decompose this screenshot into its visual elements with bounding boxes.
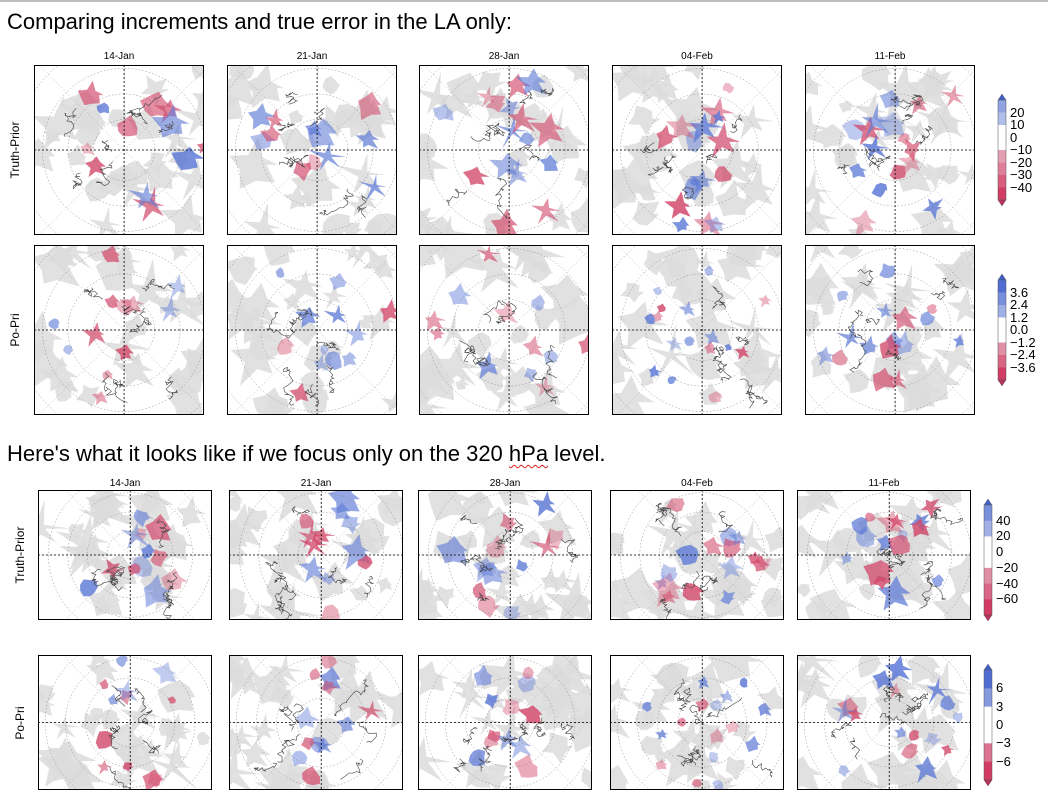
colorbar-tick-label: 6 bbox=[996, 680, 1004, 696]
polar-map-plot bbox=[34, 245, 204, 415]
polar-map-plot bbox=[227, 245, 397, 415]
polar-map-plot bbox=[419, 245, 589, 415]
column-date-title: 21-Jan bbox=[300, 478, 332, 489]
map-panel bbox=[227, 65, 397, 235]
column-date-title: 11-Feb bbox=[874, 51, 906, 62]
colorbar-0-0 bbox=[996, 93, 1008, 212]
colorbar-tick-label: 0 bbox=[996, 717, 1004, 732]
colorbar-tick-label: −3 bbox=[996, 735, 1011, 751]
polar-map-plot bbox=[612, 65, 782, 235]
map-panel bbox=[805, 65, 975, 235]
colorbar-tick-label: −2.4 bbox=[1010, 347, 1036, 362]
colorbar-1-1 bbox=[982, 663, 994, 792]
heading-320hpa-unit: hPa bbox=[508, 441, 549, 466]
map-panel bbox=[797, 490, 971, 620]
polar-map-plot bbox=[38, 655, 212, 790]
colorbar-tick-label: −20 bbox=[996, 559, 1019, 575]
colorbar-tick-label: 3.6 bbox=[1010, 284, 1029, 300]
row-label-truth-prior: Truth-Prior bbox=[13, 526, 27, 584]
polar-map-plot bbox=[610, 490, 784, 620]
colorbar-tick-label: −60 bbox=[996, 591, 1019, 607]
colorbar-tick-label: 2.4 bbox=[1010, 297, 1029, 312]
map-panel bbox=[612, 65, 782, 235]
polar-map-plot bbox=[797, 655, 971, 790]
colorbar-0-0-bar bbox=[997, 93, 1007, 207]
map-panel bbox=[34, 245, 204, 415]
column-date-title: 04-Feb bbox=[681, 478, 713, 489]
column-date-title: 28-Jan bbox=[489, 478, 521, 489]
heading-320hpa-post: level. bbox=[548, 441, 606, 466]
polar-map-plot bbox=[610, 655, 784, 790]
polar-map-plot bbox=[227, 65, 397, 235]
map-panel bbox=[229, 655, 403, 790]
top-divider bbox=[0, 0, 1048, 2]
polar-map-plot bbox=[418, 490, 592, 620]
polar-map-plot bbox=[805, 65, 975, 235]
column-date-title: 04-Feb bbox=[681, 51, 713, 62]
colorbar-tick-label: −40 bbox=[996, 575, 1019, 591]
colorbar-tick-label: −30 bbox=[1010, 167, 1033, 182]
map-panel bbox=[610, 490, 784, 620]
map-panel bbox=[418, 655, 592, 790]
colorbar-tick-label: 20 bbox=[996, 528, 1011, 544]
polar-map-plot bbox=[797, 490, 971, 620]
colorbar-tick-label: −20 bbox=[1010, 154, 1033, 170]
map-panel bbox=[419, 65, 589, 235]
column-date-title: 14-Jan bbox=[109, 478, 141, 489]
column-date-title: 21-Jan bbox=[296, 51, 328, 62]
polar-map-plot bbox=[38, 490, 212, 620]
map-panel bbox=[38, 490, 212, 620]
colorbar-tick-label: 40 bbox=[996, 512, 1011, 528]
polar-map-plot bbox=[229, 490, 403, 620]
polar-map-plot bbox=[419, 65, 589, 235]
row-label-truth-prior: Truth-Prior bbox=[8, 121, 22, 179]
colorbar-tick-label: 20 bbox=[1010, 104, 1025, 120]
map-panel bbox=[797, 655, 971, 790]
colorbar-tick-label: −10 bbox=[1010, 142, 1033, 157]
colorbar-0-1-bar bbox=[997, 273, 1007, 387]
colorbar-tick-label: 0.0 bbox=[1010, 322, 1029, 337]
row-label-po-pri: Po-Pri bbox=[8, 313, 22, 347]
colorbar-tick-label: 0 bbox=[1010, 129, 1018, 145]
map-panel bbox=[34, 65, 204, 235]
colorbar-tick-label: −1.2 bbox=[1010, 334, 1036, 350]
row-label-po-pri: Po-Pri bbox=[13, 705, 27, 740]
colorbar-tick-label: −40 bbox=[1010, 179, 1033, 195]
polar-map-plot bbox=[418, 655, 592, 790]
colorbar-tick-label: −3.6 bbox=[1010, 359, 1036, 375]
colorbar-tick-label: 0 bbox=[996, 544, 1004, 560]
column-date-title: 14-Jan bbox=[103, 51, 135, 62]
map-panel bbox=[419, 245, 589, 415]
map-panel bbox=[612, 245, 782, 415]
colorbar-1-1-bar bbox=[983, 663, 993, 787]
map-panel bbox=[418, 490, 592, 620]
polar-map-plot bbox=[34, 65, 204, 235]
heading-la-only: Comparing increments and true error in t… bbox=[7, 9, 513, 34]
column-date-title: 28-Jan bbox=[488, 51, 520, 62]
heading-320hpa-pre: Here's what it looks like if we focus on… bbox=[7, 441, 509, 466]
polar-map-plot bbox=[612, 245, 782, 415]
colorbar-tick-label: 10 bbox=[1010, 117, 1025, 132]
colorbar-tick-label: 3 bbox=[996, 698, 1004, 714]
map-panel bbox=[229, 490, 403, 620]
polar-map-plot bbox=[805, 245, 975, 415]
map-panel bbox=[227, 245, 397, 415]
map-panel bbox=[805, 245, 975, 415]
polar-map-plot bbox=[229, 655, 403, 790]
map-panel bbox=[38, 655, 212, 790]
heading-320hpa: Here's what it looks like if we focus on… bbox=[7, 441, 606, 467]
colorbar-1-0-bar bbox=[983, 498, 993, 622]
colorbar-tick-label: 1.2 bbox=[1010, 309, 1029, 325]
colorbar-tick-label: −6 bbox=[996, 753, 1011, 769]
map-panel bbox=[610, 655, 784, 790]
colorbar-0-1 bbox=[996, 273, 1008, 392]
colorbar-1-0 bbox=[982, 498, 994, 627]
column-date-title: 11-Feb bbox=[868, 478, 900, 489]
